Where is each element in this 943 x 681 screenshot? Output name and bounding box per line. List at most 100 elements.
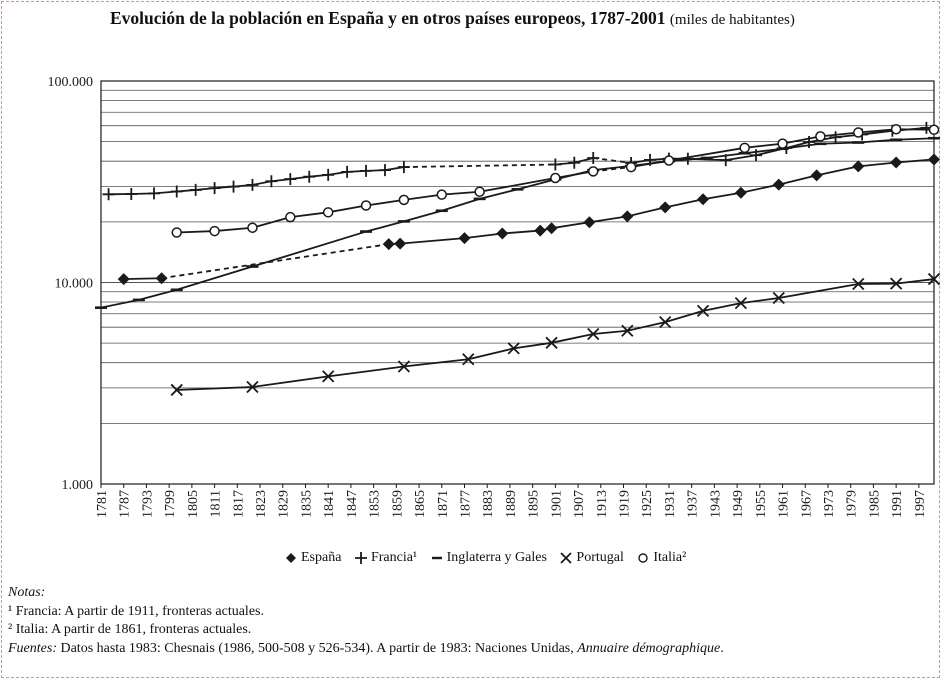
series-segment xyxy=(328,365,405,378)
diamond-marker xyxy=(117,273,130,286)
series-segment xyxy=(896,278,935,285)
legend-label-francia: Francia¹ xyxy=(370,550,418,565)
x-tick-label: 1823 xyxy=(254,490,269,518)
x-tick-label: 1883 xyxy=(481,490,496,518)
plus-marker xyxy=(549,158,562,171)
plus-marker xyxy=(284,173,297,186)
series-segment xyxy=(740,183,779,194)
diamond-marker xyxy=(890,156,903,169)
series-segment xyxy=(664,310,704,323)
x-marker xyxy=(397,360,411,373)
series-segment xyxy=(290,211,329,219)
plus-marker xyxy=(322,168,335,181)
series-segment xyxy=(123,277,162,280)
x-tick-label: 1847 xyxy=(345,490,360,518)
series-segment xyxy=(816,165,859,177)
diamond-marker xyxy=(394,237,407,250)
series-segment xyxy=(403,193,442,201)
circle-marker xyxy=(285,211,296,223)
plus-marker xyxy=(265,175,278,188)
x-marker xyxy=(322,370,335,383)
series-segment xyxy=(593,329,628,335)
series-segment xyxy=(252,216,291,229)
x-marker xyxy=(659,315,672,329)
x-tick-label: 1835 xyxy=(299,490,314,518)
chart-title: Evolución de la población en España y en… xyxy=(110,8,930,29)
plus-marker xyxy=(397,161,410,174)
plus-marker xyxy=(681,152,694,165)
diamond-marker xyxy=(458,232,471,245)
sources-italic: Annuaire démographique xyxy=(577,640,721,656)
series-segment xyxy=(400,237,465,245)
x-tick-label: 1907 xyxy=(572,490,587,518)
chart-title-unit: (miles de habitantes) xyxy=(669,12,795,28)
legend-label-inglaterra: Inglaterra y Gales xyxy=(446,550,547,565)
x-tick-label: 1985 xyxy=(867,490,882,518)
legend-label-espana: España xyxy=(301,550,342,565)
series-segment xyxy=(252,375,329,388)
series-segment xyxy=(593,157,632,164)
plus-marker xyxy=(644,153,657,166)
legend-item-italia: Italia² xyxy=(637,550,686,566)
series-segment xyxy=(664,198,704,209)
x-marker xyxy=(772,291,785,305)
series-segment xyxy=(593,165,632,172)
note-2-mark: ² xyxy=(8,622,13,637)
x-tick-label: 1805 xyxy=(186,490,201,518)
legend-item-inglaterra: Inglaterra y Gales xyxy=(431,550,547,566)
series-segment xyxy=(441,190,480,196)
series-segment xyxy=(403,358,469,368)
x-tick-label: 1793 xyxy=(140,490,155,518)
plus-marker xyxy=(587,151,600,164)
series-segment xyxy=(551,333,594,344)
dash-marker-icon xyxy=(431,556,442,560)
note-1-text: Francia: A partir de 1911, fronteras act… xyxy=(12,603,264,619)
x-tick-label: 1979 xyxy=(845,490,860,518)
plus-marker xyxy=(829,131,842,144)
series-segment xyxy=(464,232,503,240)
series-segment xyxy=(702,302,742,312)
x-tick-label: 1931 xyxy=(663,490,678,518)
x-tick-label: 1841 xyxy=(322,490,337,518)
circle-marker xyxy=(436,189,448,200)
x-tick-label: 1955 xyxy=(754,490,769,518)
legend-item-espana: España xyxy=(285,550,341,566)
y-axis-labels: 1.000 10.000 100.000 xyxy=(48,75,94,493)
series-segment xyxy=(468,347,514,361)
series-segment xyxy=(782,135,821,145)
series-segment xyxy=(502,229,541,235)
x-marker xyxy=(621,324,634,337)
series-segment xyxy=(858,128,897,134)
x-marker xyxy=(587,327,600,341)
series-segment xyxy=(441,198,480,212)
circle-marker xyxy=(625,161,637,173)
plus-marker xyxy=(170,185,183,198)
sources-end: . xyxy=(720,640,724,656)
series-segment xyxy=(896,158,935,164)
series-markers xyxy=(95,121,941,397)
sources-text: Datos hasta 1983: Chesnais (1986, 500-50… xyxy=(56,640,578,656)
series-segment xyxy=(555,170,594,179)
x-tick-label: 1811 xyxy=(209,490,224,517)
x-tick-label: 1913 xyxy=(595,490,610,518)
sources-label: Fuentes: xyxy=(8,640,57,656)
circle-marker xyxy=(398,194,410,206)
x-tick-label: 1949 xyxy=(731,490,746,518)
x-marker xyxy=(927,272,941,286)
legend-label-portugal: Portugal xyxy=(576,550,624,565)
circle-marker xyxy=(171,227,182,238)
series-segment xyxy=(820,131,859,138)
sources-note: Fuentes: Datos hasta 1983: Chesnais (198… xyxy=(8,640,933,659)
plus-marker xyxy=(378,164,391,177)
diamond-marker xyxy=(155,272,168,285)
circle-marker xyxy=(815,131,826,142)
x-marker xyxy=(462,353,475,366)
series-segment xyxy=(740,297,779,305)
x-tick-label: 1961 xyxy=(777,490,792,518)
x-marker xyxy=(507,342,520,355)
plus-marker xyxy=(568,156,581,169)
diamond-marker xyxy=(772,178,785,191)
series-segment xyxy=(403,209,443,223)
circle-marker xyxy=(322,207,334,218)
